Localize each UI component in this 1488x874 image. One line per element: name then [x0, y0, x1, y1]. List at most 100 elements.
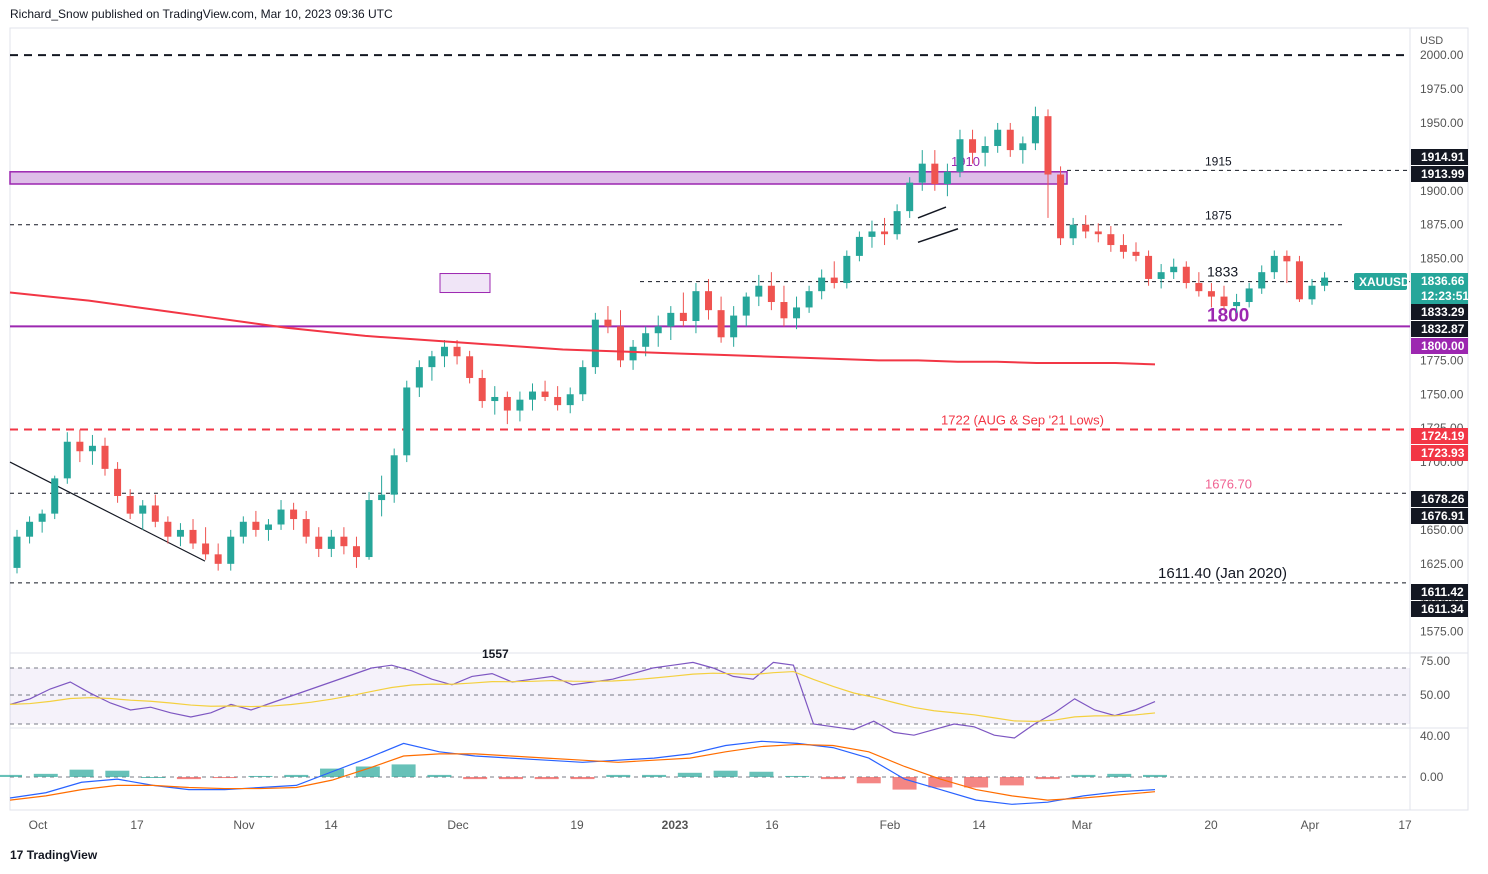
candle-body [679, 312, 687, 322]
candle-body [717, 310, 725, 338]
resistance-zone [9, 171, 1068, 185]
candle-body [1107, 234, 1115, 246]
price-tag-text: 1724.19 [1421, 429, 1465, 443]
candle-body [202, 543, 210, 555]
price-tag-box [1411, 508, 1468, 524]
macd-histogram-bar [498, 777, 523, 780]
candle-body [1182, 266, 1190, 284]
partial-level-label: 1557 [482, 647, 509, 661]
candle-body [126, 496, 134, 514]
candle-body [780, 302, 788, 319]
candle-body [843, 255, 851, 284]
candle-body [969, 139, 977, 153]
candle-body [931, 163, 939, 184]
macd-histogram-bar [856, 777, 881, 784]
price-tag-box [1411, 321, 1468, 337]
price-tag-text: 1800.00 [1421, 339, 1465, 353]
candle-body [403, 387, 411, 456]
tradingview-logo[interactable]: 17 TradingView [10, 848, 97, 862]
price-tag-text: 1832.87 [1421, 322, 1465, 336]
candle-body [855, 236, 863, 256]
candle-body [390, 455, 398, 495]
candle-body [956, 139, 964, 172]
flag-upper-line [917, 206, 947, 219]
macd-histogram-bar [964, 777, 989, 788]
price-tick-label: 1750.00 [1420, 387, 1464, 401]
rsi-tick-label: 50.00 [1420, 688, 1450, 702]
candle-body [76, 441, 84, 452]
candle-body [352, 546, 360, 558]
candle-body [466, 356, 474, 378]
macd-histogram-bar [284, 774, 309, 777]
candle-body [805, 291, 813, 308]
price-tag-text: 1914.91 [1421, 150, 1465, 164]
candle-body [1082, 224, 1090, 232]
candle-body [1220, 296, 1228, 307]
candle-body [830, 277, 838, 284]
candle-body [151, 505, 159, 522]
candle-body [629, 346, 637, 361]
rsi-signal-line [9, 670, 1156, 722]
price-tag-box [1411, 304, 1468, 320]
candle-body [453, 346, 461, 357]
time-tick-label: 17 [130, 818, 144, 832]
price-tag-box [1411, 445, 1468, 461]
candle-body [981, 146, 989, 153]
macd-histogram-bar [248, 775, 273, 777]
candle-body [114, 468, 122, 496]
price-tag-box [1411, 288, 1468, 304]
price-tag-text: 1836.66 [1421, 274, 1465, 288]
candle-body [88, 445, 96, 452]
breakout-box [439, 273, 491, 294]
price-tick-label: 1625.00 [1420, 557, 1464, 571]
candle-body [943, 171, 951, 184]
candle-body [755, 285, 763, 297]
macd-histogram-bar [928, 777, 953, 788]
candle-body [264, 524, 272, 530]
candle-body [1321, 277, 1329, 286]
macd-histogram-bar [892, 777, 917, 790]
candle-body [189, 529, 197, 544]
candle-body [1233, 302, 1241, 307]
candle-body [554, 396, 562, 406]
price-tag-box [1411, 601, 1468, 617]
candle-body [252, 521, 260, 530]
candle-body [1283, 255, 1291, 262]
moving-average-line [9, 291, 1156, 366]
downtrend-line [9, 461, 206, 562]
candle-body [1245, 288, 1253, 303]
candle-body [793, 307, 801, 319]
macd-histogram-bar [642, 774, 667, 777]
macd-histogram-bar [713, 770, 738, 777]
candle-body [818, 277, 826, 292]
level-label: 1676.70 [1205, 476, 1252, 491]
macd-tick-label: 40.00 [1420, 729, 1450, 743]
candle-body [440, 346, 448, 357]
level-label: 1915 [1205, 154, 1232, 168]
macd-histogram-bar [677, 772, 702, 777]
candle-body [1069, 224, 1077, 239]
time-tick-label: 14 [972, 818, 986, 832]
candle-body [340, 536, 348, 547]
macd-histogram-bar [999, 777, 1024, 786]
price-tag-text: 1611.42 [1421, 585, 1464, 599]
rsi-band [10, 668, 1410, 724]
candle-body [692, 291, 700, 322]
time-tick-label: 14 [324, 818, 338, 832]
price-tick-label: 1900.00 [1420, 184, 1464, 198]
zone-label: 1910 [951, 154, 980, 169]
price-tag-box [1411, 273, 1468, 289]
time-tick-label: 16 [765, 818, 779, 832]
price-tag-text: 1723.93 [1421, 446, 1465, 460]
candle-body [893, 211, 901, 235]
level-label: 1611.40 (Jan 2020) [1158, 565, 1287, 582]
candle-body [591, 319, 599, 368]
time-tick-label: Nov [233, 818, 254, 832]
macd-histogram-bar [1107, 773, 1132, 777]
publisher-header: Richard_Snow published on TradingView.co… [10, 7, 393, 21]
macd-histogram-bar [141, 777, 166, 778]
candle-body [1157, 272, 1165, 279]
macd-signal-line [9, 743, 1156, 801]
time-tick-label: 2023 [662, 818, 689, 832]
